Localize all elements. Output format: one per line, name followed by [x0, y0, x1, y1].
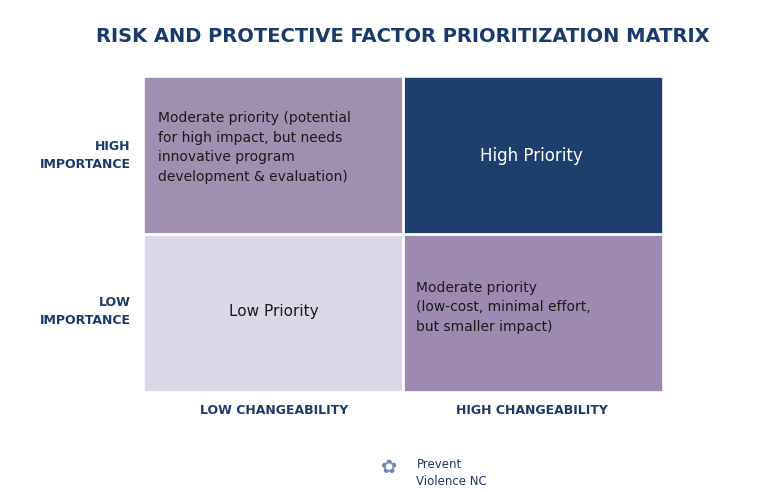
Text: High Priority: High Priority — [480, 147, 583, 165]
Bar — [145, 78, 403, 234]
Text: Moderate priority
(low-cost, minimal effort,
but smaller impact): Moderate priority (low-cost, minimal eff… — [417, 281, 591, 334]
Bar — [403, 78, 661, 234]
Text: Prevent
Violence NC: Prevent Violence NC — [417, 458, 487, 488]
Text: LOW CHANGEABILITY: LOW CHANGEABILITY — [200, 404, 348, 417]
Text: HIGH CHANGEABILITY: HIGH CHANGEABILITY — [456, 404, 608, 417]
Text: LOW
IMPORTANCE: LOW IMPORTANCE — [39, 296, 131, 327]
Bar — [403, 234, 661, 390]
Text: Moderate priority (potential
for high impact, but needs
innovative program
devel: Moderate priority (potential for high im… — [159, 111, 351, 184]
Text: Low Priority: Low Priority — [229, 304, 319, 319]
Text: HIGH
IMPORTANCE: HIGH IMPORTANCE — [39, 140, 131, 171]
Bar — [145, 234, 403, 390]
Text: ✿: ✿ — [381, 458, 397, 477]
Text: RISK AND PROTECTIVE FACTOR PRIORITIZATION MATRIX: RISK AND PROTECTIVE FACTOR PRIORITIZATIO… — [96, 27, 710, 46]
